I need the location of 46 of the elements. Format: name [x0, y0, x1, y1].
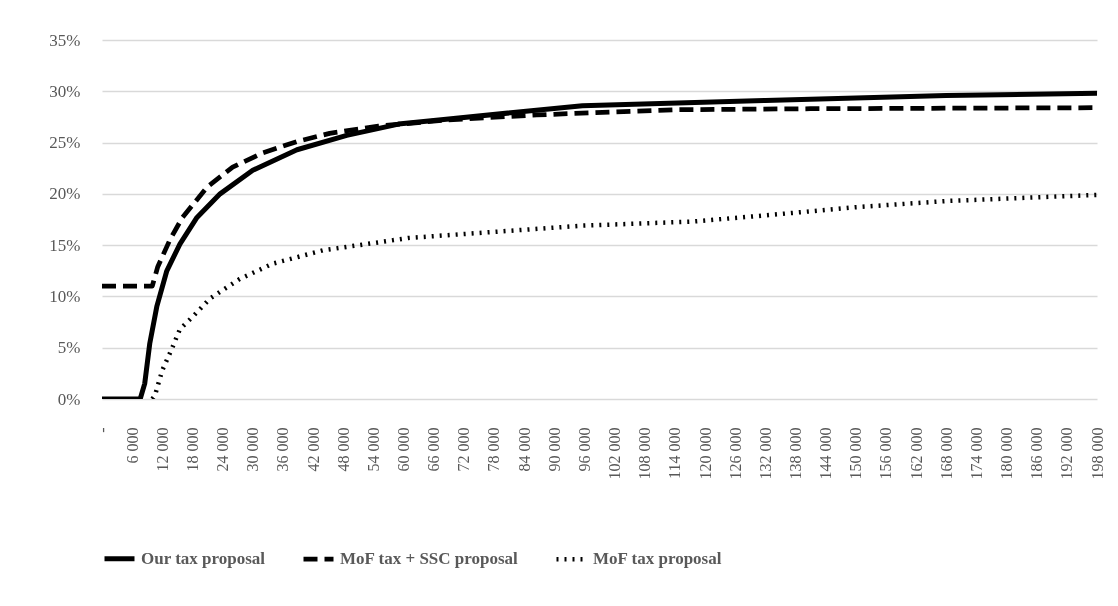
y-tick-label: 10% [49, 286, 81, 306]
x-tick-label: 132 000 [756, 427, 774, 480]
x-tick-label: 156 000 [877, 427, 895, 480]
x-tick-label: 162 000 [907, 427, 925, 480]
x-tick-label: 198 000 [1088, 427, 1106, 480]
x-tick-label: 12 000 [153, 427, 171, 472]
x-tick-label: 168 000 [937, 427, 955, 480]
x-tick-label: 90 000 [545, 427, 563, 472]
x-tick-label: 66 000 [425, 427, 443, 472]
x-tick-label: 48 000 [334, 427, 352, 472]
y-tick-label: 20% [49, 184, 81, 204]
x-tick-label: 24 000 [214, 427, 232, 472]
x-tick-label: 192 000 [1058, 427, 1076, 480]
x-tick-label: 114 000 [666, 427, 684, 479]
y-tick-label: 30% [49, 81, 81, 101]
y-tick-label: 35% [49, 30, 81, 50]
x-tick-label: 126 000 [726, 427, 744, 480]
x-tick-label: 174 000 [967, 427, 985, 480]
x-tick-label: 108 000 [636, 427, 654, 480]
x-tick-label: 54 000 [364, 427, 382, 472]
x-tick-label: 18 000 [183, 427, 201, 472]
y-tick-label: 25% [49, 133, 81, 153]
x-tick-label: 144 000 [817, 427, 835, 480]
x-tick-label: - [93, 427, 111, 433]
x-tick-label: 78 000 [485, 427, 503, 472]
x-tick-label: 180 000 [998, 427, 1016, 480]
legend-label: MoF tax proposal [593, 549, 722, 569]
y-tick-label: 5% [57, 338, 81, 358]
x-tick-label: 150 000 [847, 427, 865, 480]
line-series [150, 192, 1097, 399]
x-tick-label: 72 000 [455, 427, 473, 472]
x-tick-label: 36 000 [274, 427, 292, 472]
x-tick-label: 84 000 [515, 427, 533, 472]
x-tick-label: 138 000 [786, 427, 804, 480]
x-tick-label: 60 000 [395, 427, 413, 472]
x-tick-label: 120 000 [696, 427, 714, 480]
y-tick-label: 15% [49, 235, 81, 255]
x-tick-label: 6 000 [123, 427, 141, 464]
x-tick-label: 42 000 [304, 427, 322, 472]
x-tick-label: 186 000 [1028, 427, 1046, 480]
legend-label: MoF tax + SSC proposal [340, 549, 519, 568]
x-tick-label: 102 000 [606, 427, 624, 480]
legend-label: Our tax proposal [141, 548, 266, 568]
y-tick-label: 0% [57, 389, 81, 409]
x-tick-label: 96 000 [575, 427, 593, 472]
x-tick-label: 30 000 [244, 427, 262, 472]
